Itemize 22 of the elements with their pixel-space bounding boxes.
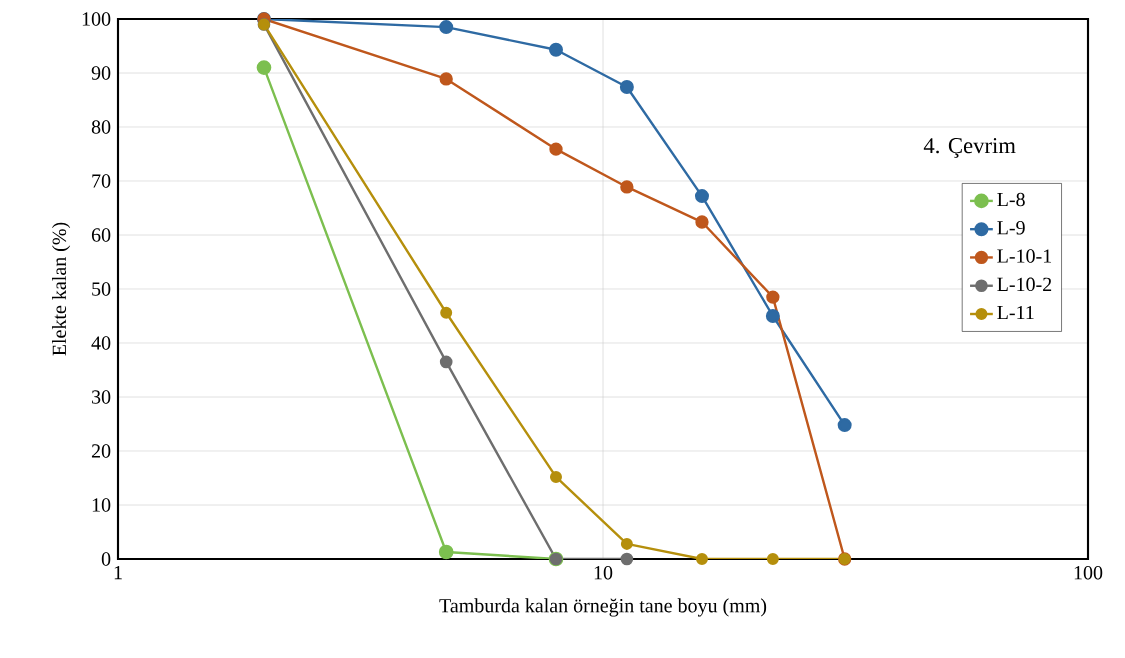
legend-title: 4. Çevrim: [923, 138, 1016, 158]
legend-label: L-10-2: [997, 277, 1052, 292]
x-tick-label: 1: [114, 565, 122, 580]
x-tick-label: 10: [594, 565, 613, 580]
legend-label: L-10-1: [997, 249, 1052, 263]
y-tick-label: 80: [91, 120, 111, 134]
x-axis-title: Tamburda kalan örneğin tane boyu (mm): [439, 598, 767, 617]
y-axis-title: Elekte kalan (%): [52, 222, 71, 356]
legend-label: L-11: [997, 305, 1034, 320]
y-tick-label: 70: [92, 174, 111, 188]
legend-label: L-8: [997, 192, 1025, 207]
y-tick-label: 50: [92, 282, 111, 296]
y-tick-label: 90: [91, 66, 111, 80]
y-tick-label: 30: [92, 390, 111, 404]
y-tick-label: 100: [82, 12, 111, 26]
y-tick-label: 40: [91, 336, 111, 350]
y-tick-label: 0: [101, 552, 111, 566]
x-tick-label: 100: [1074, 565, 1103, 580]
y-tick-label: 20: [91, 444, 111, 458]
y-tick-label: 60: [91, 228, 111, 242]
legend-label: L-9: [997, 221, 1025, 235]
y-tick-label: 10: [92, 498, 111, 512]
